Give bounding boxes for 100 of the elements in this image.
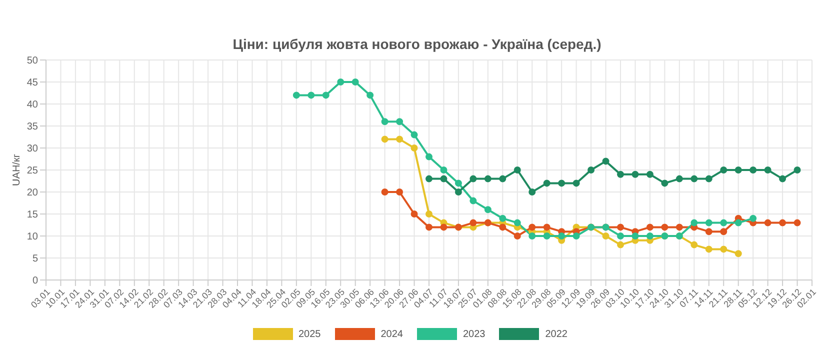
point	[543, 180, 550, 187]
point	[720, 246, 728, 253]
point	[632, 170, 639, 178]
point	[602, 232, 610, 240]
point	[794, 219, 801, 226]
point	[779, 219, 786, 226]
legend-label: 2025	[298, 328, 321, 340]
point	[470, 197, 477, 204]
point	[410, 210, 418, 218]
point	[381, 136, 388, 143]
y-axis-title: UAH/кг	[12, 154, 23, 186]
y-tick-label: 45	[26, 78, 38, 89]
point	[322, 92, 330, 99]
point	[676, 175, 683, 182]
point	[292, 92, 300, 99]
y-tick-label: 35	[26, 122, 38, 133]
point	[750, 214, 757, 222]
point	[337, 78, 344, 86]
point	[484, 206, 492, 214]
point	[617, 232, 624, 240]
point	[499, 175, 506, 182]
point	[661, 224, 668, 231]
y-tick-label: 40	[26, 100, 38, 111]
legend-label: 2024	[380, 328, 403, 340]
point	[426, 210, 432, 218]
point	[558, 180, 566, 187]
point	[558, 232, 566, 240]
point	[646, 232, 654, 240]
point	[410, 131, 418, 138]
point	[720, 166, 728, 174]
point	[646, 224, 654, 231]
point	[705, 246, 712, 253]
point	[676, 224, 683, 231]
point	[661, 180, 668, 187]
y-tick-label: 5	[32, 254, 38, 265]
y-tick-label: 15	[26, 210, 38, 221]
point	[690, 175, 698, 182]
point	[646, 170, 654, 178]
point	[426, 224, 432, 231]
point	[514, 232, 521, 240]
point	[779, 175, 786, 182]
point	[454, 188, 462, 196]
point	[528, 224, 536, 231]
point	[572, 180, 580, 187]
point	[440, 166, 448, 174]
point	[470, 175, 477, 182]
point	[617, 241, 624, 248]
point	[734, 219, 742, 226]
point	[543, 232, 550, 240]
y-tick-label: 25	[26, 166, 38, 177]
point	[514, 166, 521, 174]
point	[617, 170, 624, 178]
point	[514, 219, 521, 226]
point	[764, 219, 772, 226]
point	[308, 92, 315, 99]
point	[617, 224, 624, 231]
point	[734, 166, 742, 174]
point	[499, 214, 506, 222]
point	[470, 219, 477, 226]
point	[381, 188, 388, 196]
point	[588, 166, 595, 174]
point	[720, 228, 728, 236]
point	[396, 118, 404, 126]
point	[764, 166, 772, 174]
point	[705, 228, 712, 236]
point	[632, 232, 639, 240]
point	[484, 175, 492, 182]
point	[440, 175, 448, 182]
point	[705, 219, 712, 226]
point	[734, 250, 742, 258]
y-tick-label: 50	[26, 56, 38, 67]
point	[410, 144, 418, 152]
point	[440, 224, 448, 231]
point	[750, 166, 757, 174]
point	[794, 166, 801, 174]
point	[720, 219, 728, 226]
point	[690, 241, 698, 248]
point	[543, 224, 550, 231]
point	[528, 232, 536, 240]
y-tick-label: 30	[26, 144, 38, 155]
y-tick-label: 20	[26, 188, 38, 199]
point	[426, 153, 432, 160]
point	[572, 232, 580, 240]
point	[528, 188, 536, 196]
y-tick-label: 0	[32, 276, 38, 287]
point	[396, 188, 404, 196]
point	[602, 158, 610, 165]
point	[499, 224, 506, 231]
y-tick-label: 10	[26, 232, 38, 243]
point	[381, 118, 388, 126]
legend-label: 2023	[463, 328, 486, 340]
legend-label: 2022	[545, 328, 568, 340]
chart-title: Ціни: цибуля жовта нового врожаю - Україна (серед.)	[232, 35, 602, 54]
point	[366, 92, 374, 99]
point	[454, 180, 462, 187]
point	[396, 136, 404, 143]
point	[690, 219, 698, 226]
point	[426, 175, 432, 182]
point	[352, 78, 359, 86]
point	[705, 175, 712, 182]
